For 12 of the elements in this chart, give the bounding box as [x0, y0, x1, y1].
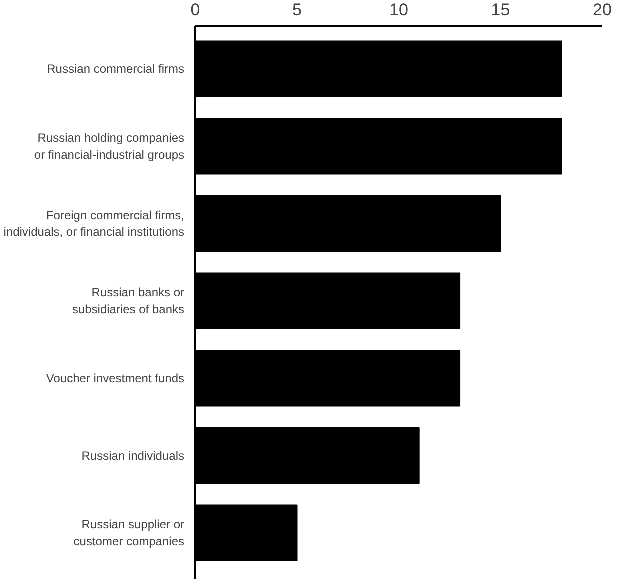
- y-tick-label: Russian individuals: [82, 448, 185, 463]
- y-tick-label: Russian supplier or customer companies: [74, 518, 185, 548]
- y-tick-label: Russian banks or subsidiaries of banks: [72, 286, 185, 316]
- x-tick-label: 15: [491, 0, 510, 20]
- x-tick-label: 0: [190, 0, 200, 20]
- x-tick-label: 20: [593, 0, 612, 20]
- y-tick-label: Russian commercial firms: [47, 62, 185, 76]
- y-tick-label: Voucher investment funds: [46, 371, 185, 386]
- y-tick-label: Foreign commercial firms, individuals, or financial institutions: [4, 208, 185, 240]
- x-tick-label: 10: [390, 0, 408, 20]
- x-tick-label: 5: [292, 0, 302, 20]
- y-tick-label: Russian holding companies or financial-industrial groups: [34, 130, 185, 162]
